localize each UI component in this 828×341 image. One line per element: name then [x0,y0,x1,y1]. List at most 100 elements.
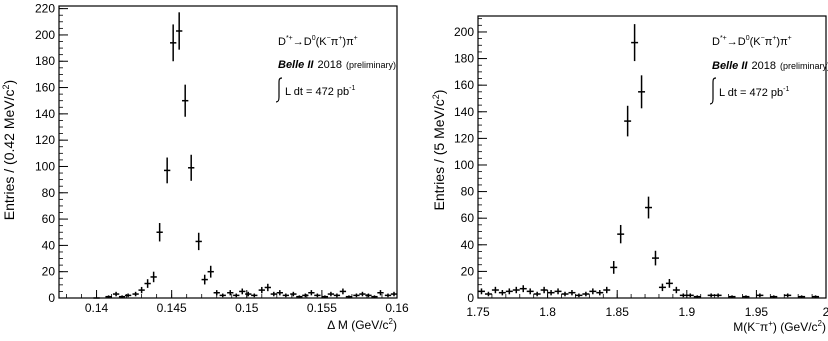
x-tick-label: 1.85 [606,305,630,319]
data-point [321,295,329,298]
y-tick-label: 140 [454,105,474,119]
data-point [164,157,171,184]
data-point [144,279,151,288]
data-point [575,293,583,298]
data-point [498,290,506,296]
data-point [327,291,335,297]
data-point [686,293,694,298]
data-point [150,271,157,283]
data-point [631,24,639,62]
data-point [589,288,597,295]
data-point [665,278,673,288]
data-point [478,288,485,295]
data-point [296,295,303,298]
data-points [93,12,398,299]
integral-sign-icon [709,77,717,105]
data-point [339,288,347,295]
data-point [547,290,555,296]
y-tick-label: 0 [48,291,55,305]
data-point [390,291,398,297]
x-tick-label: 1.75 [466,305,490,319]
data-point [276,290,283,296]
data-point [302,293,309,298]
x-tick-label: 1.9 [678,305,695,319]
data-point [384,293,392,298]
y-tick-label: 60 [461,211,475,225]
data-point [138,286,145,294]
data-point [484,291,492,297]
integral-sign-icon [275,77,283,103]
data-point [290,291,297,297]
plot-frame [477,15,827,299]
y-tick-label: 0 [467,291,474,305]
y-tick-label: 200 [454,25,474,39]
luminosity-label: L dt = 472 pb-1 [285,85,355,98]
data-point [568,290,576,296]
experiment-label: Belle II 2018 (preliminary) [278,59,396,71]
data-point [170,24,177,62]
y-tick-label: 20 [461,264,475,278]
data-point [156,223,163,242]
data-point [603,286,611,294]
data-point [377,290,384,296]
data-point [756,293,764,298]
y-tick-label: 40 [461,238,475,252]
data-point [540,286,548,294]
y-axis-label: Entries / (5 MeV/c2) [431,90,447,211]
data-point [195,232,202,251]
data-point [345,295,353,298]
x-tick-label: 0.14 [85,301,109,315]
legend-annotation: D*+→D0(K−π+)π+ Belle II 2018 (preliminary)… [275,35,396,103]
data-point [219,293,226,298]
data-point [258,286,265,294]
data-point [784,293,792,298]
y-tick-label: 180 [454,52,474,66]
chart-mass-kpi: 1.75 1.8 1.85 1.9 1.95 2020406080100120140160… [431,15,828,334]
x-tick-label: 0.16 [385,301,409,315]
data-point [561,291,569,297]
y-tick-label: 140 [35,107,55,121]
data-point [679,293,687,298]
data-point [742,295,750,298]
data-point [132,291,139,297]
data-point [582,291,590,297]
data-point [118,295,126,298]
data-point [505,288,513,295]
x-tick-label: 0.15 [235,301,259,315]
y-tick-label: 80 [461,185,475,199]
y-tick-label: 200 [35,28,55,42]
luminosity-label: L dt = 472 pb-1 [719,86,789,99]
data-point [233,293,240,298]
data-point [526,288,534,295]
x-axis-label: Δ M (GeV/c2) [327,317,397,332]
data-point [201,274,208,285]
data-point [270,291,277,297]
data-point [207,265,214,278]
x-tick-label: 0.145 [157,301,187,315]
x-tick-label: 0.155 [307,301,337,315]
y-tick-label: 80 [42,186,56,200]
data-point [693,295,701,298]
data-point [264,283,271,292]
y-tick-label: 40 [42,238,56,252]
data-point [239,288,246,295]
data-point [213,290,220,296]
data-point [282,293,289,298]
data-point [188,154,195,181]
data-point [182,84,189,117]
x-tick-label: 2 [823,305,828,319]
y-tick-label: 100 [35,159,55,173]
data-point [519,285,527,293]
x-tick-label: 1.95 [745,305,769,319]
data-point [728,295,736,298]
data-point [812,295,820,298]
y-tick-label: 120 [454,131,474,145]
y-tick-label: 120 [35,133,55,147]
data-point [554,288,562,295]
y-tick-label: 100 [454,158,474,172]
data-point [112,291,120,297]
data-point [638,75,646,109]
y-tick-label: 160 [454,78,474,92]
data-point [227,290,234,296]
